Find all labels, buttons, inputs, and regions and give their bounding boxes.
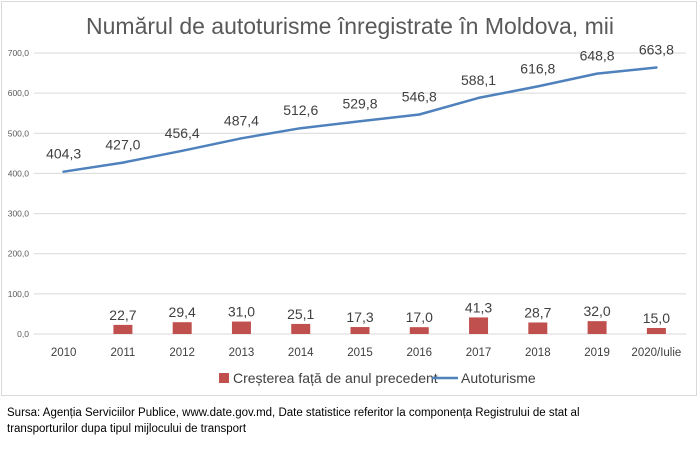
line-data-label: 456,4	[165, 125, 200, 141]
y-tick-label: 400,0	[8, 168, 30, 178]
line-point	[655, 66, 658, 69]
legend-label-bars: Creșterea față de anul precedent	[233, 370, 438, 386]
bar	[113, 324, 133, 334]
y-tick-label: 500,0	[8, 128, 30, 138]
line-point	[536, 85, 540, 88]
y-tick-label: 700,0	[8, 48, 30, 58]
line-point	[180, 149, 184, 152]
line-point	[595, 72, 599, 75]
line-data-label: 588,1	[461, 72, 496, 88]
y-tick-label: 600,0	[8, 88, 30, 98]
bar-data-label: 41,3	[465, 299, 492, 315]
y-tick-label: 300,0	[8, 209, 30, 219]
x-tick-label: 2015	[347, 347, 373, 359]
line-point	[418, 113, 421, 116]
x-tick-label: 2013	[229, 347, 255, 359]
y-tick-label: 0,0	[17, 329, 29, 339]
line-point	[299, 127, 302, 130]
x-tick-label: 2016	[406, 347, 432, 359]
line-data-label: 648,8	[580, 48, 615, 64]
y-tick-label: 100,0	[8, 289, 30, 299]
line-point	[477, 96, 480, 100]
bar	[528, 322, 548, 334]
bar-data-label: 28,7	[524, 304, 551, 320]
bar-data-label: 25,1	[287, 306, 314, 322]
line-data-label: 546,8	[402, 88, 437, 104]
line-series-autoturisme	[62, 66, 658, 173]
x-tick-label: 2012	[169, 347, 195, 359]
bar	[469, 317, 489, 334]
x-tick-label: 2020/Iulie	[631, 347, 681, 359]
bar	[291, 323, 311, 334]
bar	[587, 321, 607, 334]
line-data-label: 616,8	[520, 60, 555, 76]
legend-swatch-bars	[219, 373, 229, 383]
bar	[409, 327, 429, 334]
bar-data-label: 15,0	[643, 310, 670, 326]
bar-data-label: 32,0	[583, 303, 610, 319]
line-point	[240, 137, 243, 140]
source-line-2: transporturilor dupa tipul mijlocului de…	[7, 423, 247, 435]
line-data-label: 663,8	[639, 42, 674, 58]
line-data-label: 427,0	[105, 137, 140, 153]
line-point	[62, 170, 65, 173]
line-point	[358, 120, 362, 123]
bar	[646, 327, 666, 334]
chart: Numărul de autoturisme înregistrate în M…	[8, 13, 686, 386]
bar	[231, 321, 251, 334]
bar-data-label: 17,0	[406, 309, 433, 325]
bar	[172, 322, 192, 334]
x-tick-label: 2019	[584, 347, 610, 359]
chart-frame: Numărul de autoturisme înregistrate în M…	[1, 1, 697, 396]
x-tick-label: 2017	[466, 347, 492, 359]
source-note: Sursa: Agenția Serviciilor Publice, www.…	[7, 405, 687, 437]
bar	[350, 327, 370, 334]
legend-label-line: Autoturisme	[461, 370, 536, 386]
line-point	[121, 161, 125, 164]
x-tick-label: 2018	[525, 347, 551, 359]
bar-data-label: 17,3	[346, 309, 373, 325]
source-line-1: Sursa: Agenția Serviciilor Publice, www.…	[7, 407, 580, 419]
y-tick-label: 200,0	[8, 249, 30, 259]
bar-data-label: 22,7	[109, 307, 136, 323]
x-tick-label: 2014	[288, 347, 314, 359]
chart-title: Numărul de autoturisme înregistrate în M…	[86, 13, 614, 39]
line-data-label: 404,3	[46, 146, 81, 162]
line-data-label: 487,4	[224, 112, 259, 128]
bar-data-label: 31,0	[228, 304, 255, 320]
x-tick-label: 2010	[51, 347, 77, 359]
line-data-label: 529,8	[342, 95, 377, 111]
bar-data-label: 29,4	[169, 304, 196, 320]
x-tick-label: 2011	[111, 347, 136, 359]
line-data-label: 512,6	[283, 102, 318, 118]
